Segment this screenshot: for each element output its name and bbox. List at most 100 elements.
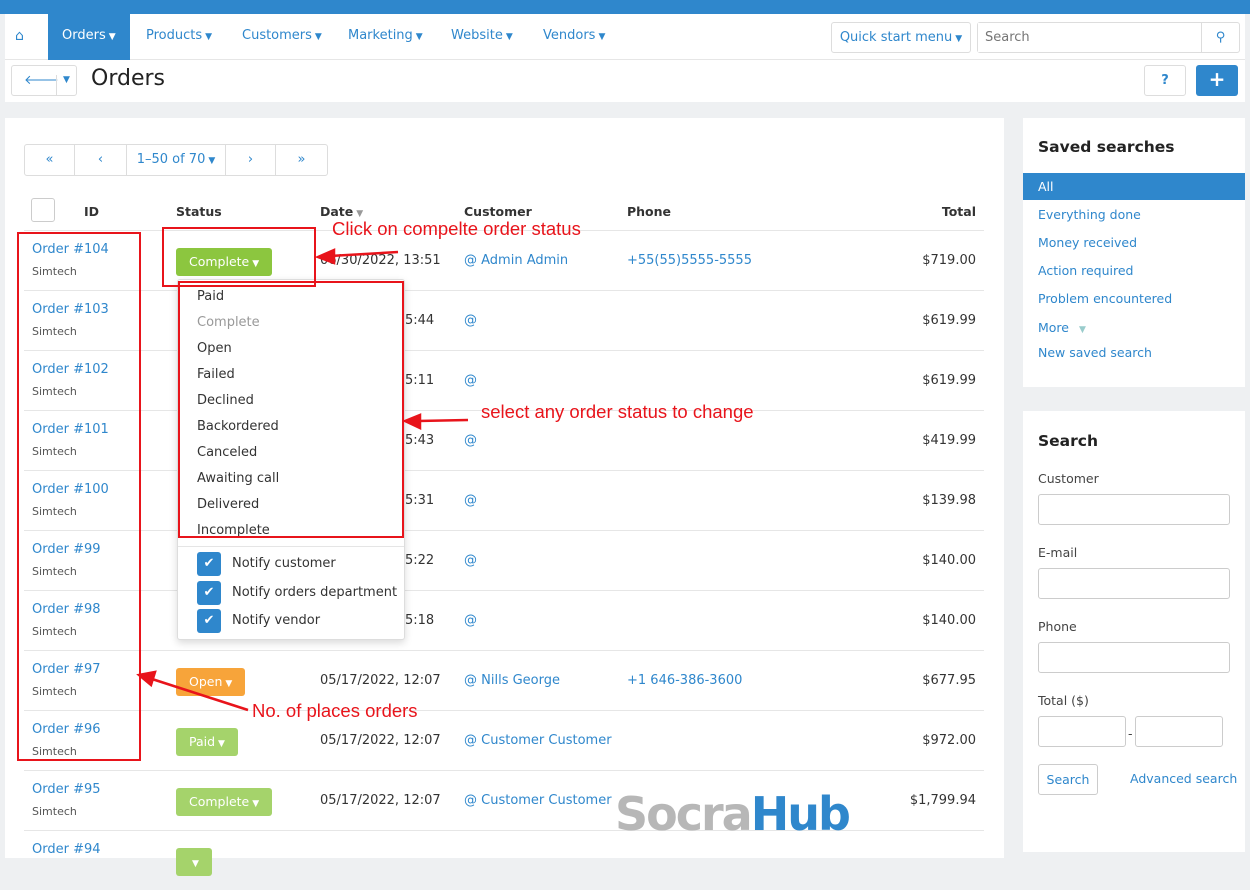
table-row[interactable]: Order #96 Simtech Paid ▼ 05/17/2022, 12:07 @ …: [24, 710, 984, 770]
customer-link[interactable]: @ Admin Admin: [464, 253, 569, 268]
saved-search-action-required[interactable]: Action required: [1038, 263, 1134, 278]
customer-link[interactable]: @: [464, 613, 477, 628]
status-option[interactable]: Canceled: [197, 445, 258, 460]
back-button[interactable]: 🡐 ▼: [11, 65, 77, 96]
annotation-orders: No. of places orders: [252, 700, 418, 721]
status-button[interactable]: Paid ▼: [176, 728, 238, 756]
search-button[interactable]: Search: [1038, 764, 1098, 795]
status-option[interactable]: Backordered: [197, 419, 279, 434]
vendor-name: Simtech: [32, 505, 77, 518]
status-option[interactable]: Open: [197, 341, 232, 356]
nav-orders[interactable]: Orders ▼: [48, 14, 130, 60]
email-input[interactable]: [1038, 568, 1230, 599]
customer-link[interactable]: @: [464, 373, 477, 388]
col-status[interactable]: Status: [176, 204, 222, 219]
customer-link[interactable]: @ Customer Customer: [464, 733, 612, 748]
status-option[interactable]: Paid: [197, 289, 225, 304]
status-option[interactable]: Declined: [197, 393, 254, 408]
total-to-input[interactable]: [1135, 716, 1223, 747]
notify-checkbox[interactable]: ✔: [197, 580, 221, 605]
prev-page-button[interactable]: ‹: [75, 145, 127, 175]
nav-vendors[interactable]: Vendors ▼: [529, 14, 619, 60]
notify-label[interactable]: Notify vendor: [232, 613, 321, 628]
notify-label[interactable]: Notify orders department: [232, 584, 398, 600]
table-row[interactable]: Order #98 Simtech 5:18 @ $140.00: [24, 590, 984, 650]
page-range-dropdown[interactable]: 1–50 of 70 ▼: [127, 145, 226, 175]
order-id-link[interactable]: Order #101: [32, 422, 109, 437]
chevron-down-icon: ▼: [314, 32, 322, 42]
notify-label[interactable]: Notify customer: [232, 556, 336, 571]
last-page-button[interactable]: »: [297, 152, 306, 167]
phone-link[interactable]: +55(55)5555-5555: [627, 253, 752, 268]
status-option[interactable]: Awaiting call: [197, 471, 280, 486]
order-id-link[interactable]: Order #98: [32, 602, 101, 617]
nav-marketing[interactable]: Marketing ▼: [334, 14, 437, 60]
table-row[interactable]: Order #102 Simtech 5:11 @ $619.99: [24, 350, 984, 410]
customer-link[interactable]: @: [464, 313, 477, 328]
add-order-button[interactable]: +: [1196, 65, 1238, 96]
table-row[interactable]: Order #95 Simtech Complete ▼ 05/17/2022, 12:…: [24, 770, 984, 830]
saved-search-more[interactable]: More ▼: [1023, 314, 1245, 341]
table-row[interactable]: Order #99 Simtech 5:22 @ $140.00: [24, 530, 984, 590]
customer-link[interactable]: @: [464, 553, 477, 568]
col-date[interactable]: Date ▼: [320, 204, 363, 219]
status-option[interactable]: Delivered: [197, 497, 260, 512]
home-icon[interactable]: ⌂: [15, 28, 24, 44]
col-id[interactable]: ID: [84, 204, 100, 219]
new-saved-search-link[interactable]: New saved search: [1038, 345, 1152, 360]
phone-link[interactable]: +1 646-386-3600: [627, 673, 743, 688]
help-button[interactable]: ?: [1144, 65, 1186, 96]
select-all-checkbox[interactable]: [31, 198, 55, 222]
col-total[interactable]: Total: [941, 204, 976, 219]
next-page-button[interactable]: ›: [226, 145, 276, 175]
main-nav: ⌂ Orders ▼ Products ▼ Customers ▼ Marketing…: [5, 14, 1245, 60]
phone-input[interactable]: [1038, 642, 1230, 673]
status-button[interactable]: Complete ▼: [176, 788, 273, 816]
first-page-button[interactable]: «: [25, 145, 75, 175]
col-phone[interactable]: Phone: [627, 204, 672, 219]
saved-search-everything-done[interactable]: Everything done: [1038, 207, 1141, 222]
customer-link[interactable]: @ Customer Customer: [464, 793, 612, 808]
notify-checkbox[interactable]: ✔: [197, 609, 221, 633]
order-id-link[interactable]: Order #100: [32, 482, 109, 497]
table-row[interactable]: Order #100 Simtech 5:31 @ $139.98: [24, 470, 984, 530]
customer-input[interactable]: [1038, 494, 1230, 525]
order-total: $719.00: [922, 253, 976, 268]
quick-start-menu-button[interactable]: Quick start menu ▼: [831, 22, 971, 53]
search-input[interactable]: [978, 23, 1198, 52]
status-option[interactable]: Failed: [197, 367, 235, 382]
status-option[interactable]: Incomplete: [197, 523, 270, 538]
saved-search-all[interactable]: All: [1023, 173, 1245, 200]
status-label: Complete: [189, 254, 250, 269]
annotation-arrows: [136, 248, 469, 712]
order-id-link[interactable]: Order #103: [32, 302, 109, 317]
order-id-link[interactable]: Order #95: [32, 782, 101, 797]
nav-products[interactable]: Products ▼: [132, 14, 226, 60]
table-row[interactable]: Order #103 Simtech 5:44 @ $619.99: [24, 290, 984, 350]
total-from-input[interactable]: [1038, 716, 1126, 747]
order-id-link[interactable]: Order #104: [32, 242, 109, 257]
order-id-link[interactable]: Order #99: [32, 542, 101, 557]
chevron-down-icon: ▼: [252, 259, 260, 269]
nav-website[interactable]: Website ▼: [437, 14, 527, 60]
order-id-link[interactable]: Order #96: [32, 722, 101, 737]
saved-search-money-received[interactable]: Money received: [1038, 235, 1138, 250]
order-date: 05/17/2022, 12:07: [320, 793, 441, 808]
table-row[interactable]: Order #97 Simtech Open ▼ 05/17/2022, 12:07 @ …: [24, 650, 984, 710]
status-button[interactable]: Complete ▼: [176, 248, 273, 276]
table-row[interactable]: Order #101 Simtech 5:43 @ $419.99: [24, 410, 984, 470]
customer-link[interactable]: @: [464, 433, 477, 448]
chevron-down-icon[interactable]: ▼: [56, 75, 70, 95]
status-button[interactable]: ▼: [176, 848, 212, 876]
advanced-search-link[interactable]: Advanced search: [1130, 771, 1238, 786]
search-icon[interactable]: ⚲: [1201, 23, 1239, 52]
customer-link[interactable]: @: [464, 493, 477, 508]
table-row[interactable]: Order #104 Simtech Complete ▼ 06/30/2022, 13…: [24, 230, 984, 290]
order-id-link[interactable]: Order #102: [32, 362, 109, 377]
col-customer[interactable]: Customer: [464, 204, 532, 219]
saved-search-problem[interactable]: Problem encountered: [1038, 291, 1173, 306]
order-id-link[interactable]: Order #97: [32, 662, 101, 677]
customer-link[interactable]: @ Nills George: [464, 673, 560, 688]
notify-checkbox[interactable]: ✔: [197, 552, 221, 576]
nav-customers[interactable]: Customers ▼: [228, 14, 336, 60]
